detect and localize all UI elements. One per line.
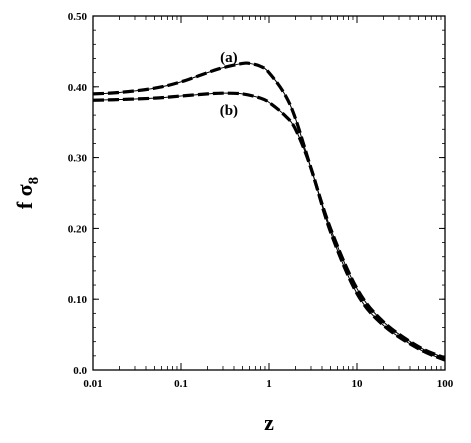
y-tick-label: 0.10 (68, 294, 88, 306)
series-line-b (92, 92, 446, 361)
x-tick-label: 1 (266, 378, 272, 390)
x-axis-title: z (264, 410, 274, 435)
x-tick-label: 0.01 (83, 378, 102, 390)
y-tick-label: 0.40 (68, 82, 88, 94)
svg-text:f σ8: f σ8 (12, 177, 42, 209)
series-line-a (92, 62, 446, 359)
x-tick-label: 100 (437, 378, 454, 390)
annotation-a: (a) (220, 50, 238, 66)
series-lines (92, 61, 446, 362)
y-axis-title-main: f σ (12, 184, 37, 209)
annotations: (a) (b) (220, 50, 238, 119)
y-tick-label: 0.30 (68, 153, 88, 165)
x-tick-label: 0.1 (174, 378, 188, 390)
annotation-b: (b) (220, 103, 238, 119)
y-axis-ticks: 0.0 0.10 0.20 0.30 0.40 0.50 (68, 11, 445, 377)
y-tick-label: 0.20 (68, 223, 88, 235)
y-axis-title-sub: 8 (26, 177, 42, 185)
series-dashed-a (92, 61, 446, 360)
series-dashed-b (92, 91, 446, 362)
y-axis-title: f σ8 (12, 177, 42, 209)
y-tick-label: 0.0 (73, 365, 87, 377)
y-tick-label: 0.50 (68, 11, 88, 23)
x-axis-ticks: 0.01 0.1 1 10 100 (83, 16, 454, 390)
x-tick-label: 10 (352, 378, 364, 390)
plot-frame (92, 15, 446, 371)
